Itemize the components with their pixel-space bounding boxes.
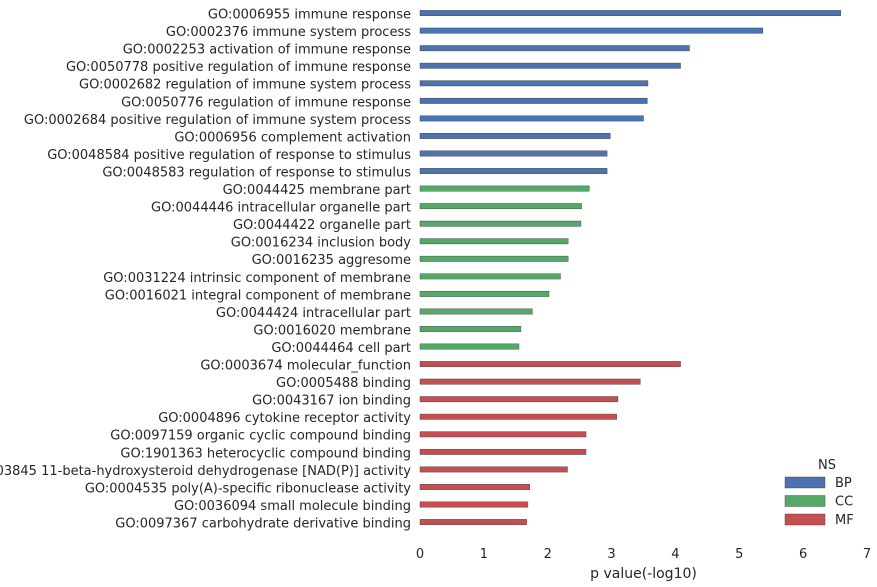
category-label: GO:0016021 integral component of membran… bbox=[105, 288, 411, 303]
category-label: GO:0002376 immune system process bbox=[166, 25, 411, 40]
legend: NS BP CC MF bbox=[784, 458, 854, 528]
bar-bp bbox=[419, 97, 648, 104]
bar-bp bbox=[419, 150, 608, 157]
x-tick-label: 7 bbox=[863, 547, 871, 562]
legend-label-cc: CC bbox=[835, 495, 853, 510]
bars-group bbox=[419, 10, 842, 525]
x-tick-label: 3 bbox=[607, 547, 615, 562]
x-tick-label: 1 bbox=[480, 547, 488, 562]
x-tick-label: 6 bbox=[799, 547, 807, 562]
category-label: GO:0044425 membrane part bbox=[223, 183, 411, 198]
category-label: GO:0097159 organic cyclic compound bindi… bbox=[110, 429, 411, 444]
bar-bp bbox=[419, 80, 649, 87]
category-label: GO:0004535 poly(A)-specific ribonuclease… bbox=[85, 481, 411, 496]
bar-cc bbox=[419, 308, 533, 315]
bar-cc bbox=[419, 273, 561, 280]
x-axis-ticks: 0 1 2 3 4 5 6 7 bbox=[416, 547, 871, 562]
bar-bp bbox=[419, 115, 644, 122]
category-label: GO:0044422 organelle part bbox=[233, 218, 411, 233]
bar-mf bbox=[419, 378, 641, 385]
legend-swatch-bp bbox=[784, 476, 826, 489]
category-label: GO:0003674 molecular_function bbox=[200, 359, 411, 374]
category-label: GO:0048584 positive regulation of respon… bbox=[47, 148, 411, 163]
bar-mf bbox=[419, 519, 527, 525]
bar-mf bbox=[419, 466, 568, 473]
x-tick-label: 0 bbox=[416, 547, 424, 562]
bar-mf bbox=[419, 431, 587, 438]
category-label: GO:0016235 aggresome bbox=[252, 253, 411, 268]
category-label: GO:0031224 intrinsic component of membra… bbox=[103, 271, 411, 286]
bar-mf bbox=[419, 448, 587, 455]
x-tick-label: 5 bbox=[735, 547, 743, 562]
category-label: GO:0044464 cell part bbox=[271, 341, 411, 356]
x-axis-title: p value(-log10) bbox=[590, 566, 697, 582]
legend-title: NS bbox=[818, 458, 836, 473]
category-label: GO:0050778 positive regulation of immune… bbox=[66, 60, 411, 75]
bar-cc bbox=[419, 185, 590, 192]
bar-cc bbox=[419, 255, 569, 262]
category-label: GO:0006956 complement activation bbox=[174, 130, 411, 145]
bar-cc bbox=[419, 343, 520, 350]
category-label: GO:0016234 inclusion body bbox=[231, 236, 412, 251]
category-label: GO:0044446 intracellular organelle part bbox=[151, 201, 411, 216]
bar-bp bbox=[419, 133, 611, 139]
bar-cc bbox=[419, 291, 550, 297]
legend-swatch-mf bbox=[784, 513, 826, 526]
category-label: GO:1901363 heterocyclic compound binding bbox=[120, 446, 411, 461]
category-label: GO:0002684 positive regulation of immune… bbox=[24, 113, 411, 128]
bar-mf bbox=[419, 501, 529, 508]
bar-bp bbox=[419, 10, 842, 16]
bar-cc bbox=[419, 203, 582, 210]
bar-mf bbox=[419, 396, 619, 403]
category-label: GO:0016020 membrane bbox=[253, 323, 411, 338]
bar-cc bbox=[419, 238, 569, 245]
legend-label-mf: MF bbox=[835, 513, 854, 528]
category-labels: GO:0006955 immune response GO:0002376 imm… bbox=[0, 8, 411, 532]
bar-mf bbox=[419, 361, 681, 367]
category-label: GO:0005488 binding bbox=[276, 376, 411, 391]
bar-mf bbox=[419, 413, 617, 420]
category-label: GO:0044424 intracellular part bbox=[216, 306, 411, 321]
category-label: GO:0003845 11-beta-hydroxysteroid dehydr… bbox=[0, 464, 411, 479]
category-label: GO:0004896 cytokine receptor activity bbox=[158, 411, 411, 426]
legend-label-bp: BP bbox=[835, 476, 852, 491]
category-label: GO:0050776 regulation of immune response bbox=[121, 95, 411, 110]
bar-cc bbox=[419, 220, 582, 227]
bar-bp bbox=[419, 45, 690, 52]
category-label: GO:0036094 small molecule binding bbox=[174, 499, 411, 514]
bar-mf bbox=[419, 484, 531, 490]
category-label: GO:0097367 carbohydrate derivative bindi… bbox=[115, 516, 411, 531]
category-label: GO:0002682 regulation of immune system p… bbox=[79, 78, 411, 93]
bar-cc bbox=[419, 326, 522, 332]
x-tick-label: 4 bbox=[671, 547, 679, 562]
category-label: GO:0002253 activation of immune response bbox=[123, 43, 411, 58]
category-label: GO:0048583 regulation of response to sti… bbox=[102, 165, 411, 180]
category-label: GO:0043167 ion binding bbox=[252, 394, 411, 409]
bar-bp bbox=[419, 168, 608, 174]
bar-bp bbox=[419, 27, 764, 34]
legend-swatch-cc bbox=[784, 495, 826, 507]
x-tick-label: 2 bbox=[544, 547, 552, 562]
category-label: GO:0006955 immune response bbox=[208, 8, 411, 23]
bar-bp bbox=[419, 62, 681, 69]
